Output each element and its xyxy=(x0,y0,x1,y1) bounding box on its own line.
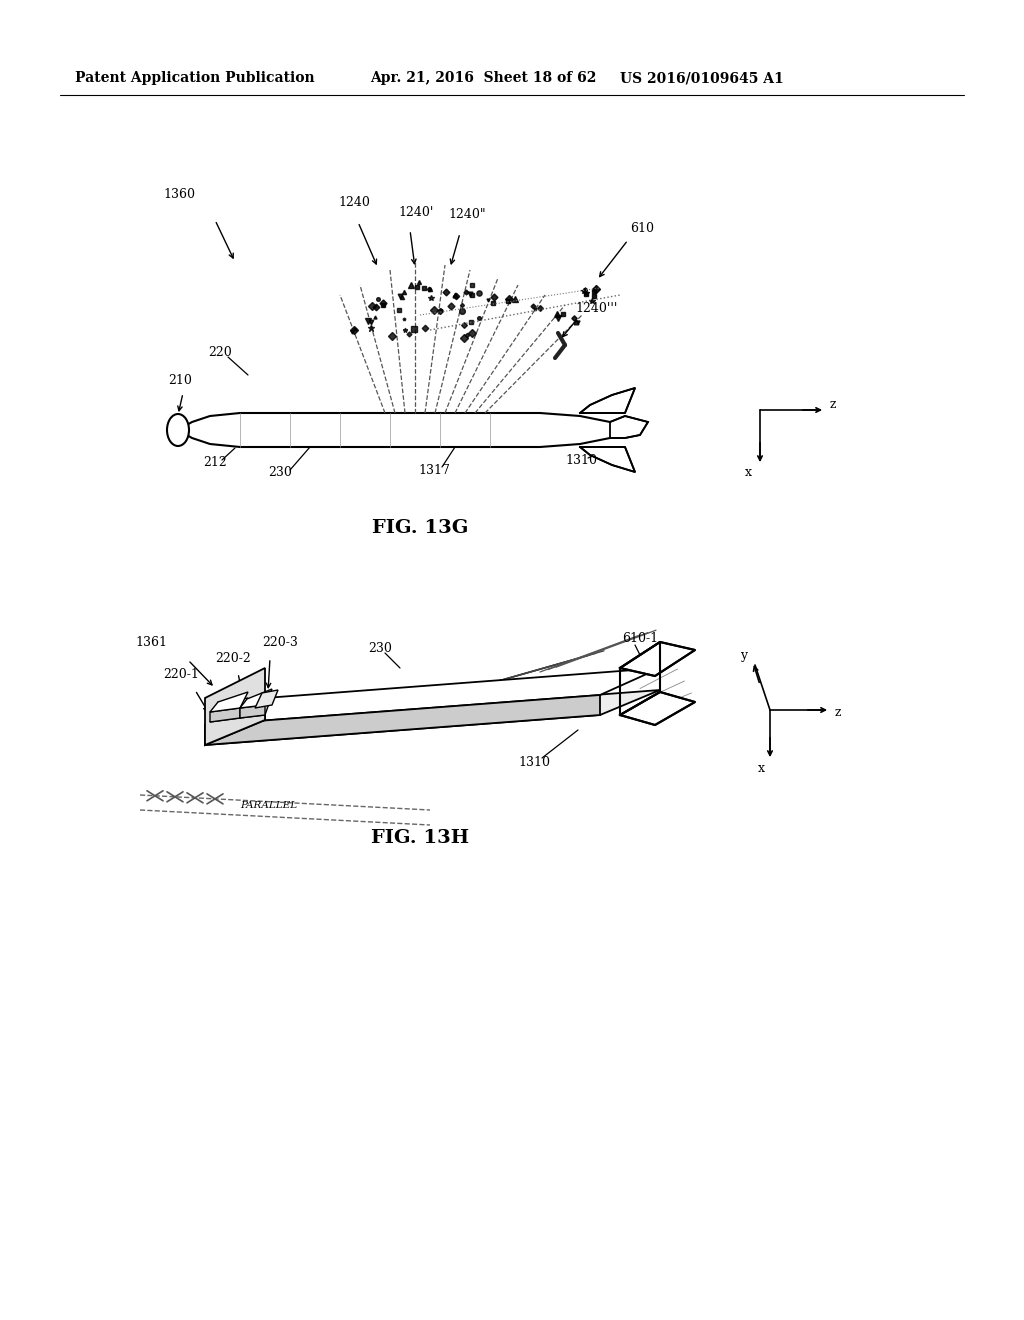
Text: 1240": 1240" xyxy=(449,209,485,222)
Text: 220-1: 220-1 xyxy=(163,668,199,681)
Text: y: y xyxy=(740,648,748,661)
Text: 1240': 1240' xyxy=(398,206,433,219)
Text: 1310: 1310 xyxy=(518,755,550,768)
Polygon shape xyxy=(205,696,600,744)
Text: Apr. 21, 2016  Sheet 18 of 62: Apr. 21, 2016 Sheet 18 of 62 xyxy=(370,71,596,84)
Text: FIG. 13G: FIG. 13G xyxy=(372,519,468,537)
Text: 1361: 1361 xyxy=(135,636,167,649)
Polygon shape xyxy=(205,698,265,744)
Polygon shape xyxy=(620,692,695,725)
Polygon shape xyxy=(205,690,660,744)
Text: US 2016/0109645 A1: US 2016/0109645 A1 xyxy=(620,71,783,84)
Text: FIG. 13H: FIG. 13H xyxy=(371,829,469,847)
Text: x: x xyxy=(758,762,765,775)
Text: 610: 610 xyxy=(630,222,654,235)
Text: PARALLEL: PARALLEL xyxy=(240,801,297,810)
Text: x: x xyxy=(745,466,752,479)
Text: 1240: 1240 xyxy=(338,195,370,209)
Text: 220-3: 220-3 xyxy=(262,636,298,649)
Polygon shape xyxy=(580,388,635,413)
Text: 1240''': 1240''' xyxy=(575,301,617,314)
Text: 230: 230 xyxy=(268,466,292,479)
Polygon shape xyxy=(610,416,648,438)
Polygon shape xyxy=(255,690,278,708)
Text: 230: 230 xyxy=(368,642,392,655)
Polygon shape xyxy=(205,668,660,725)
Text: 1310: 1310 xyxy=(565,454,597,466)
Polygon shape xyxy=(240,696,272,718)
Polygon shape xyxy=(210,708,240,722)
Text: z: z xyxy=(835,705,842,718)
Text: 210: 210 xyxy=(168,374,191,387)
Polygon shape xyxy=(240,689,272,708)
Ellipse shape xyxy=(167,414,189,446)
Polygon shape xyxy=(210,692,248,711)
Text: z: z xyxy=(830,399,837,412)
Text: 610-1: 610-1 xyxy=(622,631,658,644)
Polygon shape xyxy=(580,447,635,473)
Polygon shape xyxy=(240,705,265,718)
Polygon shape xyxy=(620,642,695,676)
Text: 1360: 1360 xyxy=(163,189,195,202)
Text: 1317: 1317 xyxy=(418,463,450,477)
Text: 220-2: 220-2 xyxy=(215,652,251,664)
Polygon shape xyxy=(205,668,265,744)
Text: 220: 220 xyxy=(208,346,231,359)
Text: 212: 212 xyxy=(203,455,226,469)
Polygon shape xyxy=(210,698,248,722)
Text: Patent Application Publication: Patent Application Publication xyxy=(75,71,314,84)
